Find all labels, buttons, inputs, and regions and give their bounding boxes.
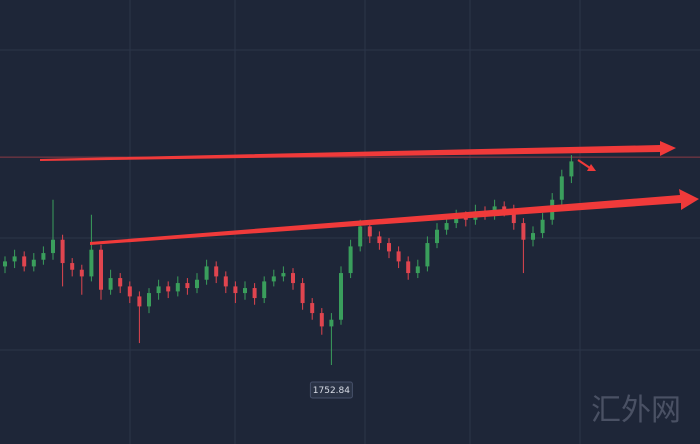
annotations [40, 141, 699, 245]
candle-body [118, 278, 123, 287]
candle-body [396, 251, 401, 262]
candle-body [319, 313, 324, 327]
candle-body [521, 223, 526, 240]
candle-body [243, 288, 247, 294]
arrow [40, 141, 676, 161]
candle-body [147, 293, 151, 307]
candle-body [540, 219, 545, 234]
candle-body [137, 296, 142, 307]
candle-body [204, 266, 209, 280]
candle-body [300, 283, 305, 304]
candle-body [60, 239, 65, 264]
candle-body [271, 276, 276, 282]
candle-body [348, 246, 353, 274]
candle-body [511, 209, 516, 224]
candle-body [79, 269, 84, 277]
candle-body [156, 286, 161, 294]
candle-body [12, 256, 17, 262]
candle-body [415, 266, 420, 274]
low-label: 1752.84 [309, 381, 353, 399]
candle-body [185, 283, 190, 289]
candle-body [99, 249, 103, 290]
candle-body [367, 226, 372, 237]
candle-body [108, 278, 113, 290]
low-label-text: 1752.84 [313, 386, 350, 396]
candle-body [358, 226, 363, 247]
candle-body [435, 229, 439, 244]
candle-body [127, 286, 132, 297]
candles [0, 155, 700, 365]
candle-body [214, 266, 219, 277]
candle-body [175, 283, 180, 292]
arrow [90, 189, 699, 245]
candle-body [569, 161, 574, 177]
candle-body [329, 319, 334, 327]
candle-body [233, 286, 238, 294]
candle-body [454, 216, 459, 224]
candle-body [262, 281, 267, 299]
candle-body [41, 253, 46, 260]
candle-body [425, 243, 430, 267]
candle-body [291, 273, 295, 284]
candle-body [310, 303, 315, 314]
candle-body [387, 243, 391, 252]
candle-body [31, 259, 36, 267]
arrow [577, 159, 591, 169]
arrow [587, 164, 596, 171]
candle-body [51, 239, 55, 254]
watermark: 汇外网 [591, 393, 681, 428]
candle-body [223, 276, 228, 287]
candle-body [89, 249, 94, 277]
low-label-box [309, 381, 353, 399]
candle-body [22, 256, 27, 267]
candle-body [339, 273, 343, 320]
candle-body [3, 261, 7, 267]
candle-body [559, 176, 564, 200]
candle-body [195, 279, 199, 289]
candle-body [406, 261, 411, 274]
candle-body [377, 236, 382, 244]
candle-body [531, 233, 535, 240]
candle-body [70, 263, 75, 270]
candle-body [166, 286, 171, 292]
candle-body [281, 273, 286, 277]
candle-body [252, 288, 257, 299]
candle-body [444, 223, 449, 230]
candle-body [502, 206, 507, 210]
